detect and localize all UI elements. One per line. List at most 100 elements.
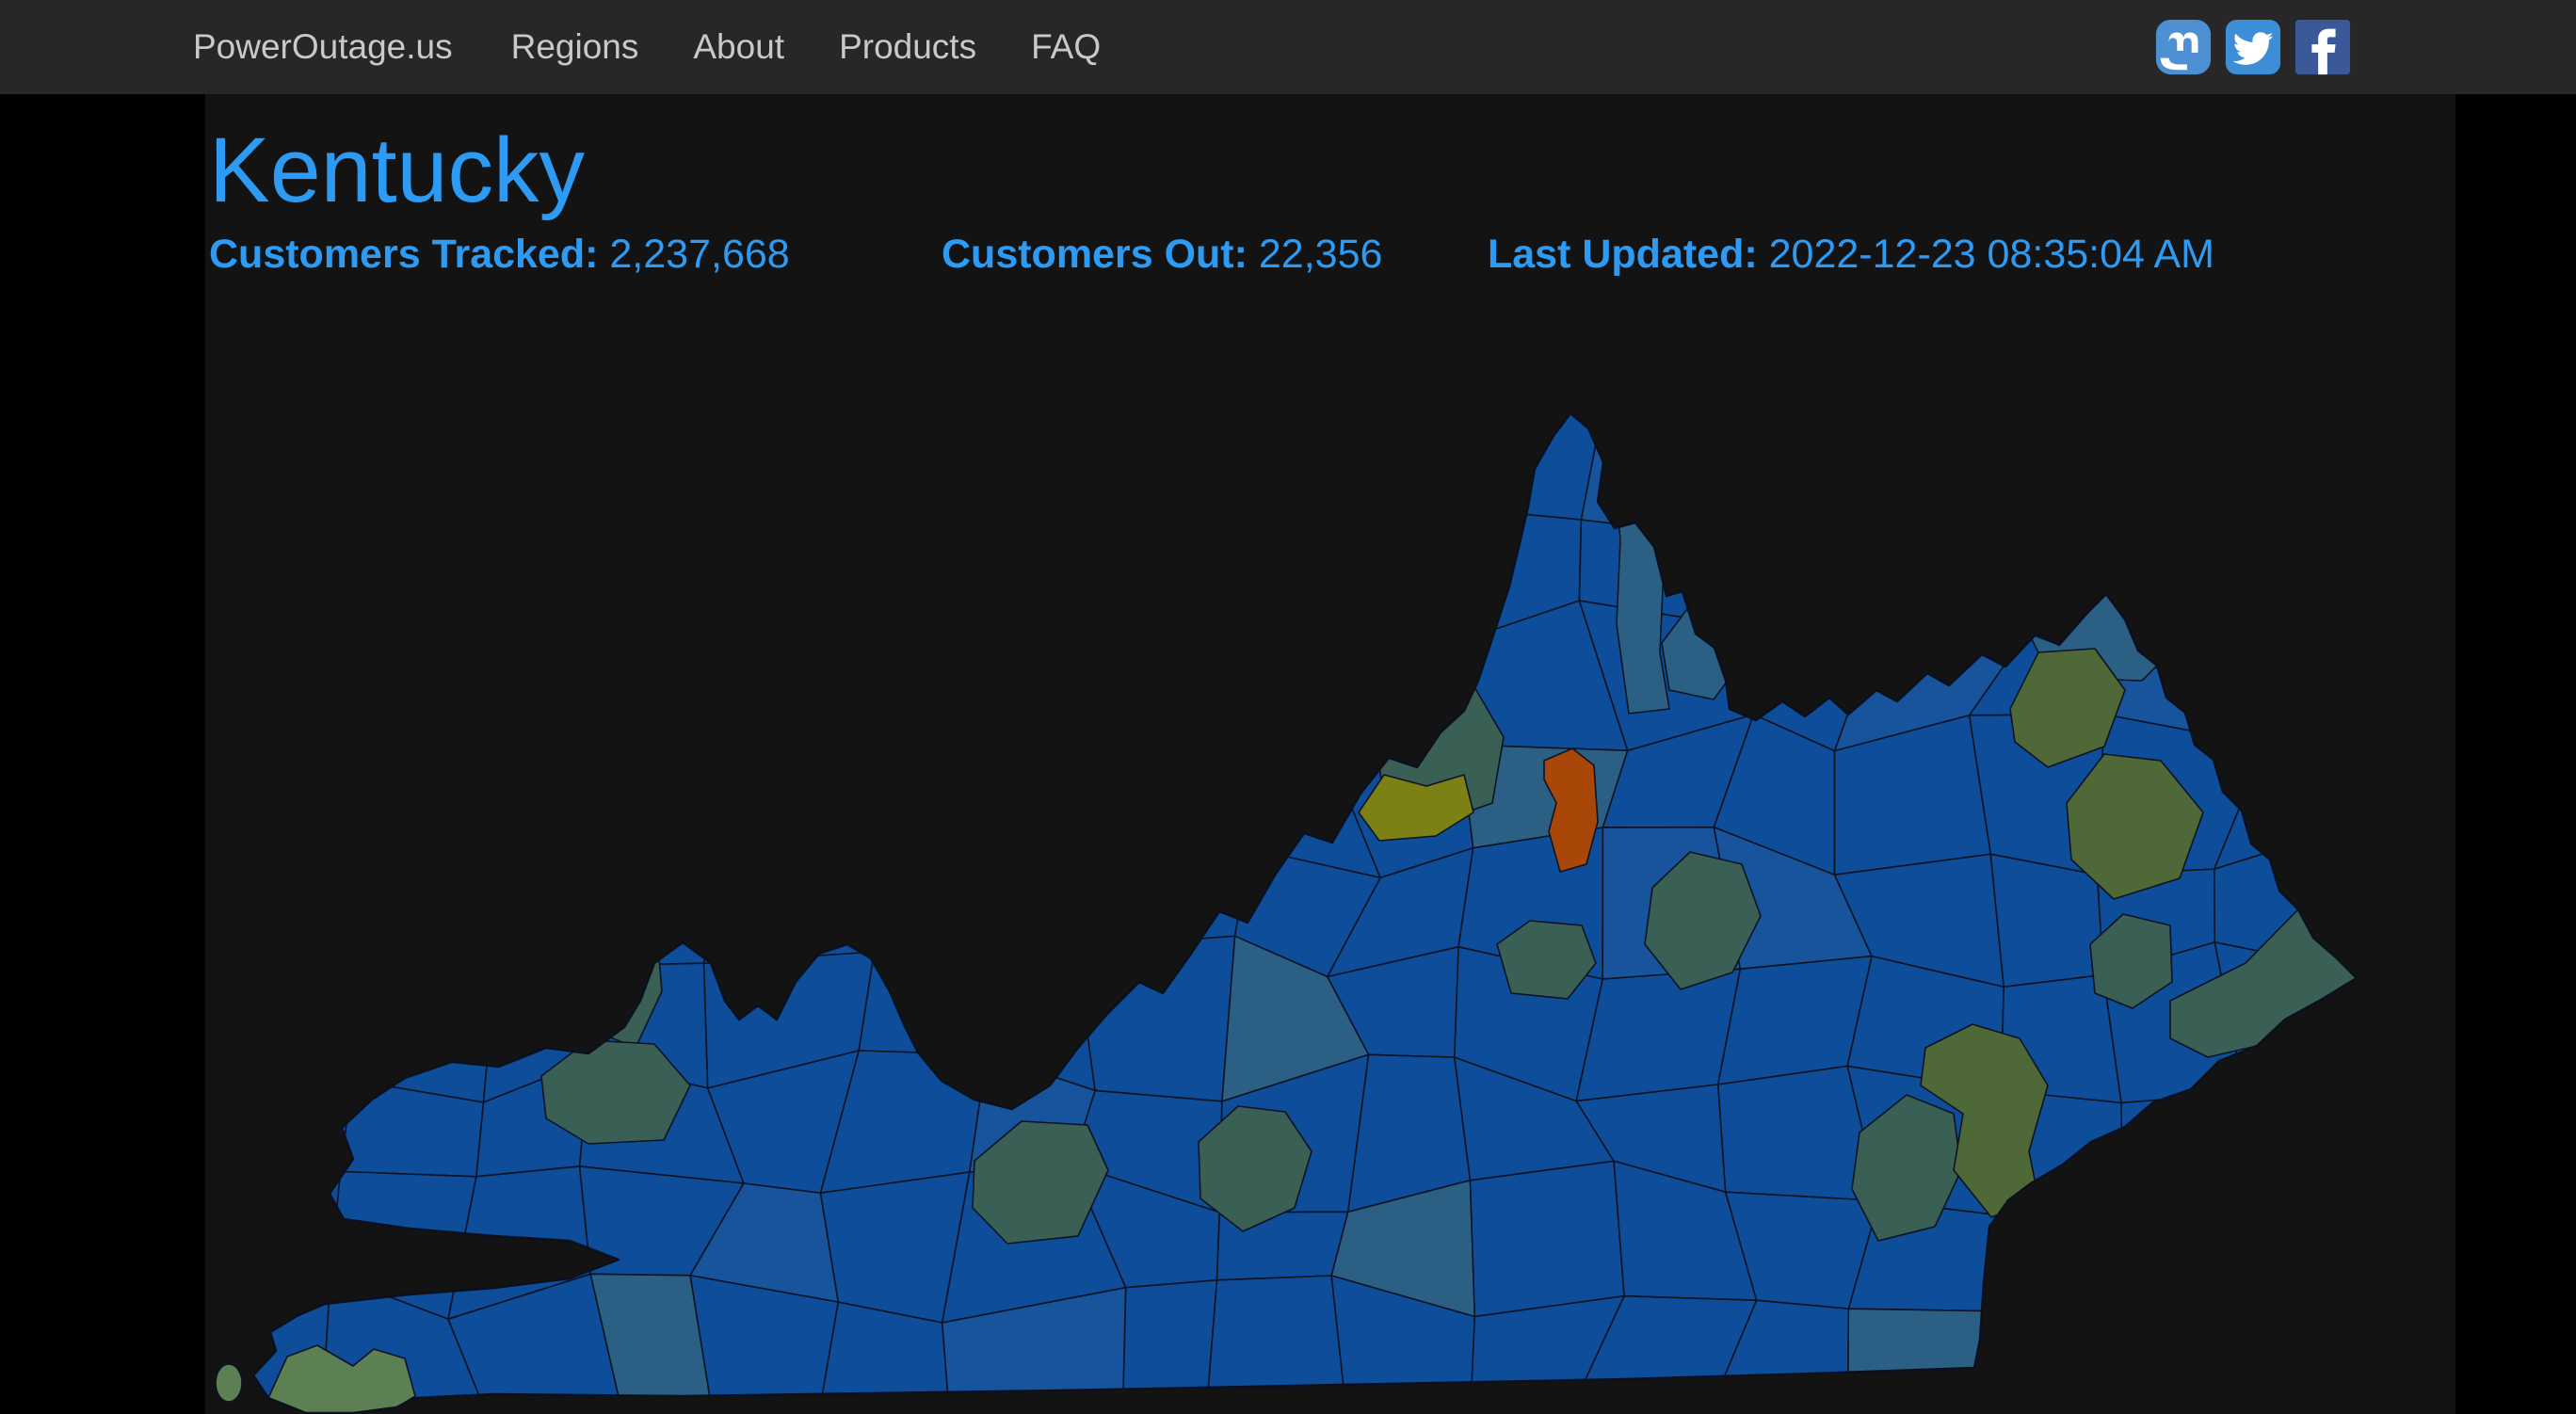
county-shape[interactable] [595, 869, 722, 967]
county-shape[interactable] [212, 507, 220, 623]
county-shape[interactable] [1067, 595, 1236, 756]
county-shape[interactable] [326, 398, 440, 534]
county-shape[interactable] [326, 510, 441, 628]
county-shape[interactable] [2085, 501, 2269, 619]
county-shape[interactable] [1575, 968, 1742, 1102]
county-shape[interactable] [973, 398, 1104, 519]
county-shape[interactable] [2246, 617, 2368, 746]
county-shape[interactable] [433, 852, 623, 967]
county-shape[interactable] [215, 1363, 243, 1403]
county-shape-central-orange[interactable] [1543, 747, 1599, 873]
county-shape[interactable] [1450, 411, 1603, 521]
county-shape[interactable] [1984, 1310, 2117, 1414]
county-shape[interactable] [715, 721, 859, 873]
county-shape[interactable] [433, 399, 593, 534]
county-shape[interactable] [692, 1397, 836, 1414]
county-shape[interactable] [1352, 509, 1486, 643]
county-shape[interactable] [330, 398, 440, 419]
county-shape[interactable] [620, 721, 722, 873]
county-shape[interactable] [2216, 398, 2368, 521]
county-shape[interactable] [445, 1396, 623, 1414]
county-shape[interactable] [2349, 1069, 2368, 1210]
nav-item-regions[interactable]: Regions [510, 27, 639, 66]
county-shape[interactable] [694, 398, 862, 515]
county-shape-ne-olive-b[interactable] [2066, 753, 2204, 900]
county-shape[interactable] [970, 828, 1132, 959]
county-shape[interactable] [2238, 1295, 2363, 1414]
county-shape[interactable] [343, 953, 498, 1103]
county-shape[interactable] [860, 398, 983, 515]
county-shape[interactable] [1601, 398, 1754, 414]
county-shape[interactable] [212, 1055, 237, 1198]
county-shape[interactable] [1984, 1399, 2117, 1414]
county-shape[interactable] [816, 726, 991, 853]
county-shape[interactable] [1074, 828, 1251, 949]
county-shape[interactable] [1469, 1160, 1625, 1318]
county-shape[interactable] [433, 724, 623, 872]
county-shape[interactable] [1204, 595, 1354, 756]
mastodon-icon[interactable] [2154, 18, 2213, 76]
county-shape[interactable] [2121, 398, 2269, 506]
county-shape[interactable] [2216, 398, 2368, 424]
county-shape-se-teal[interactable] [1851, 1094, 1962, 1242]
kentucky-county-map[interactable] [212, 398, 2368, 1414]
facebook-icon[interactable] [2294, 18, 2352, 76]
county-shape[interactable] [1848, 398, 1972, 419]
county-shape[interactable] [1850, 398, 1967, 521]
county-shape[interactable] [439, 604, 623, 731]
county-shape[interactable] [1470, 1387, 1587, 1414]
county-shape[interactable] [1121, 1278, 1218, 1414]
county-shape[interactable] [715, 595, 863, 728]
county-shape[interactable] [212, 832, 345, 987]
county-shape[interactable] [967, 488, 1105, 645]
county-shape[interactable] [1203, 1275, 1348, 1414]
county-shape[interactable] [982, 398, 1096, 406]
county-shape[interactable] [212, 608, 220, 749]
county-shape[interactable] [2246, 503, 2368, 627]
county-shape[interactable] [1742, 490, 1876, 644]
county-shape[interactable] [2214, 1166, 2363, 1329]
county-shape[interactable] [702, 850, 876, 964]
county-shape[interactable] [578, 486, 740, 650]
county-shape[interactable] [816, 835, 991, 959]
county-shape[interactable] [1720, 401, 1876, 540]
county-shape[interactable] [858, 951, 988, 1055]
nav-item-products[interactable]: Products [839, 27, 977, 66]
county-shape[interactable] [332, 612, 473, 731]
county-shape[interactable] [1717, 1389, 1849, 1414]
county-shape[interactable] [212, 956, 237, 1069]
county-shape[interactable] [1074, 935, 1236, 1102]
county-shape-central-teal-a[interactable] [1496, 920, 1597, 1000]
county-shape[interactable] [2352, 740, 2368, 844]
county-shape[interactable] [861, 488, 975, 645]
county-shape[interactable] [967, 635, 1105, 747]
county-shape[interactable] [1580, 401, 1745, 540]
twitter-icon[interactable] [2224, 18, 2282, 76]
county-shape[interactable] [1103, 517, 1252, 636]
county-shape[interactable] [1249, 398, 1360, 538]
county-shape[interactable] [1963, 398, 2146, 521]
county-shape[interactable] [2106, 1295, 2259, 1414]
county-shape[interactable] [2347, 1309, 2368, 1414]
county-shape[interactable] [1966, 398, 2130, 405]
county-shape[interactable] [1067, 715, 1251, 849]
county-shape[interactable] [314, 852, 498, 962]
county-shape[interactable] [2106, 1166, 2240, 1314]
county-shape-ne-teal[interactable] [2089, 913, 2173, 1009]
county-shape[interactable] [1079, 398, 1257, 406]
county-shape[interactable] [218, 398, 362, 417]
county-shape[interactable] [212, 607, 354, 751]
county-shape[interactable] [212, 959, 353, 1081]
county-shape[interactable] [2362, 600, 2368, 749]
county-shape[interactable] [1580, 1387, 1763, 1414]
county-shape[interactable] [578, 398, 706, 507]
county-shape[interactable] [857, 595, 978, 747]
county-shape[interactable] [2360, 406, 2368, 520]
county-shape[interactable] [1720, 398, 1852, 419]
outage-map[interactable] [212, 398, 2368, 1414]
county-shape[interactable] [970, 947, 1096, 1092]
county-shape[interactable] [2360, 398, 2368, 423]
county-shape[interactable] [1832, 1399, 2012, 1414]
county-shape[interactable] [2352, 824, 2368, 988]
county-shape[interactable] [433, 505, 586, 628]
